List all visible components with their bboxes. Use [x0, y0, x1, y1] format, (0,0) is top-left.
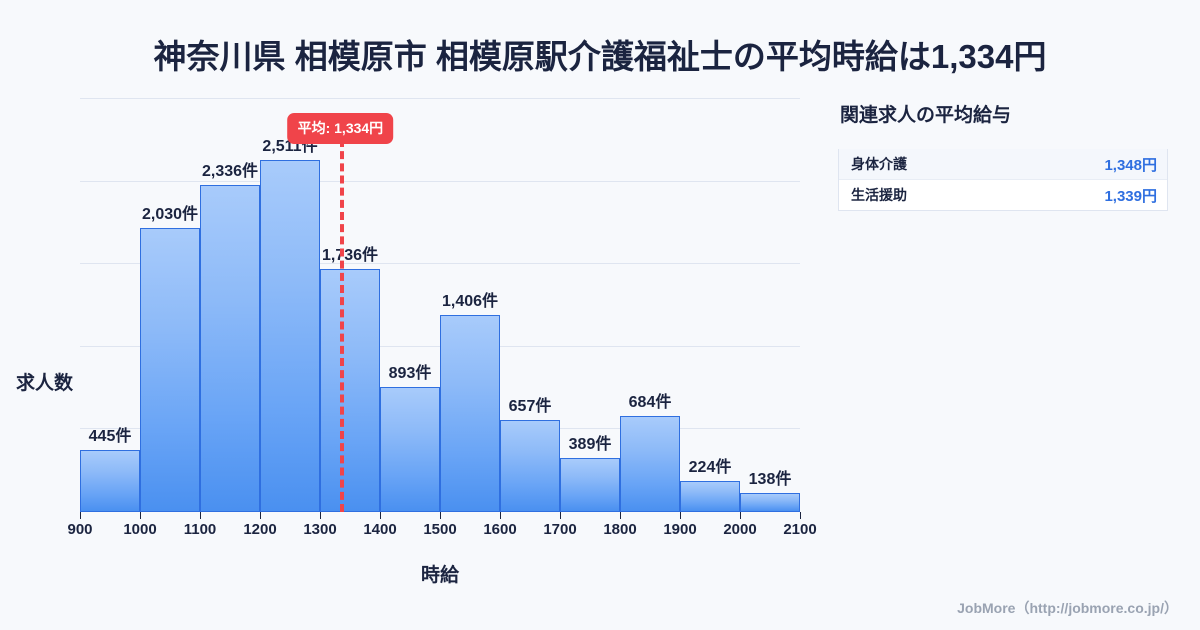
gridline: [80, 98, 800, 99]
average-line: [340, 139, 345, 512]
bar-value-label: 684件: [628, 394, 672, 412]
bar-value-label: 445件: [88, 427, 132, 445]
related-salary-table: 身体介護 1,348円生活援助 1,339円: [838, 149, 1168, 211]
x-axis-tick-label: 2100: [783, 521, 817, 538]
page-title: 神奈川県 相模原市 相模原駅介護福祉士の平均時給は1,334円: [153, 38, 1047, 75]
gridline: [80, 180, 800, 182]
bar[interactable]: [200, 184, 260, 512]
x-axis-tick: [740, 512, 741, 519]
x-axis-tick-label: 1400: [363, 521, 397, 538]
x-axis-tick: [140, 512, 141, 519]
footer-credit: JobMore（http://jobmore.co.jp/）: [957, 600, 1178, 616]
x-axis-tick-label: 1100: [183, 521, 217, 538]
x-axis-tick: [560, 512, 561, 519]
x-axis-tick: [800, 512, 801, 519]
bar[interactable]: [560, 457, 620, 512]
x-axis-tick-label: 1000: [123, 521, 157, 538]
related-salary-panel: 関連求人の平均給与 身体介護 1,348円生活援助 1,339円: [838, 100, 1168, 211]
x-axis-tick: [380, 512, 381, 519]
related-salary-value: 1,339円: [1104, 187, 1157, 205]
bar[interactable]: [320, 268, 380, 512]
related-salary-title: 関連求人の平均給与: [840, 105, 1012, 126]
bar-value-label: 138件: [748, 470, 792, 488]
gridline: [80, 263, 800, 265]
bar[interactable]: [680, 480, 740, 512]
bar[interactable]: [440, 315, 500, 512]
bar[interactable]: [380, 386, 440, 512]
x-axis-tick-label: 1200: [243, 521, 277, 538]
bar-value-label: 893件: [388, 364, 432, 382]
x-axis-tick-label: 1500: [423, 521, 457, 538]
bar[interactable]: [620, 416, 680, 512]
bar[interactable]: [500, 420, 560, 512]
x-axis-tick: [260, 512, 261, 519]
x-axis-tick: [500, 512, 501, 519]
bar-value-label: 224件: [688, 458, 732, 476]
x-axis-title: 時給: [420, 565, 459, 586]
bar-value-label: 2,030件: [141, 205, 199, 223]
bar-value-label: 1,736件: [321, 246, 379, 264]
plot-area: 445件 2,030件 2,336件 2,511件 1,736件 893件 1,406件 65…: [67, 98, 817, 538]
x-axis-tick: [80, 512, 81, 519]
table-row: 生活援助 1,339円: [839, 180, 1167, 211]
table-row: 身体介護 1,348円: [839, 149, 1167, 180]
x-axis-tick-label: 1600: [483, 521, 517, 538]
x-axis-tick-label: 1700: [543, 521, 577, 538]
bar-value-label: 657件: [508, 398, 552, 416]
bar-value-label: 1,406件: [441, 293, 499, 311]
x-axis-tick: [200, 512, 201, 519]
histogram-chart: 求人数 時給 445件 2,030件 2,336件 2,511件 1,736件 893件 1…: [0, 90, 830, 590]
x-axis-tick: [620, 512, 621, 519]
x-axis-tick: [440, 512, 441, 519]
x-axis-tick-label: 900: [67, 521, 93, 538]
bar[interactable]: [140, 227, 200, 512]
x-axis-tick-label: 1300: [303, 521, 337, 538]
x-axis-tick-label: 2000: [723, 521, 757, 538]
x-axis-tick: [320, 512, 321, 519]
bar-value-label: 2,336件: [201, 162, 259, 180]
bar[interactable]: [80, 449, 140, 512]
x-axis-tick: [680, 512, 681, 519]
bar-value-label: 389件: [568, 435, 612, 453]
related-salary-value: 1,348円: [1104, 156, 1157, 174]
x-axis-tick-label: 1900: [663, 521, 697, 538]
y-axis-title: 求人数: [16, 373, 74, 394]
bar[interactable]: [740, 492, 800, 512]
x-axis-tick-label: 1800: [603, 521, 637, 538]
related-salary-label: 身体介護: [851, 156, 907, 172]
average-badge: 平均: 1,334円: [287, 113, 394, 144]
bar[interactable]: [260, 160, 320, 512]
related-salary-label: 生活援助: [851, 187, 907, 203]
